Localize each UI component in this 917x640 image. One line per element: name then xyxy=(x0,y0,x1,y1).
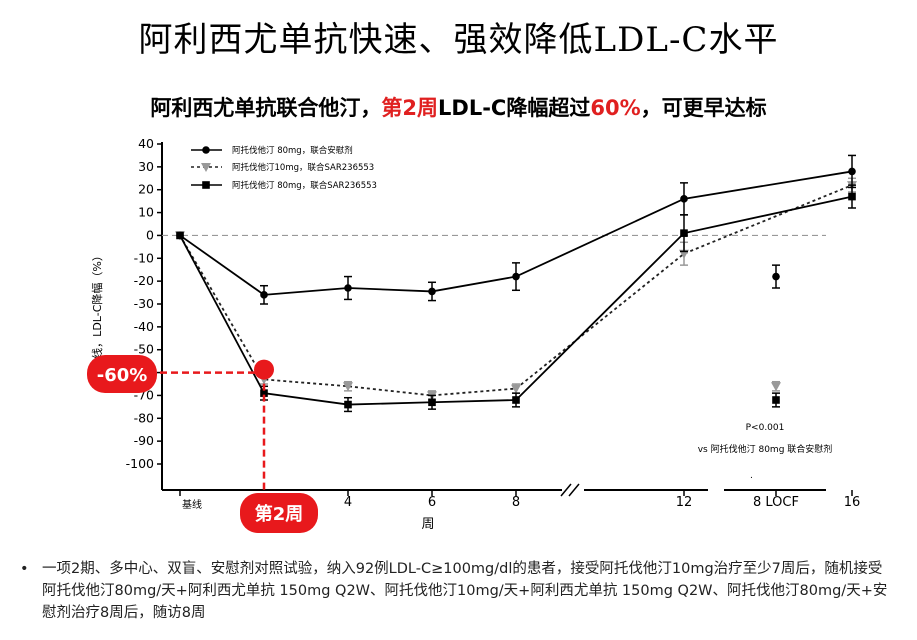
x-tick-label-locf: 8 LOCF xyxy=(753,495,799,510)
data-point-square xyxy=(512,396,520,404)
y-tick-label: -50 xyxy=(134,342,154,357)
page-title: 阿利西尤单抗快速、强效降低LDL-C水平 xyxy=(138,20,779,60)
data-point-circle xyxy=(680,195,688,203)
y-tick-label: -20 xyxy=(134,273,154,288)
data-point-square xyxy=(344,400,352,409)
data-point-square xyxy=(680,229,688,237)
axis-break-mark xyxy=(568,483,580,497)
x-tick-label: 16 xyxy=(844,495,861,510)
legend-marker-square xyxy=(202,181,210,189)
y-tick-label: -90 xyxy=(134,433,154,448)
y-axis-label: 基线，LDL-C降幅（%） xyxy=(90,250,104,370)
y-tick-label: -100 xyxy=(126,456,154,471)
subtitle-post: ，可更早达标 xyxy=(640,96,767,120)
locf-point-triangle xyxy=(771,382,781,392)
y-tick-label: 30 xyxy=(138,159,154,174)
legend-marker-circle xyxy=(202,146,210,154)
data-point-triangle xyxy=(511,384,521,394)
data-point-square xyxy=(428,398,436,407)
footnote: • 一项2期、多中心、双盲、安慰剂对照试验，纳入92例LDL-C≥100mg/d… xyxy=(20,558,890,624)
y-tick-label: -40 xyxy=(134,319,154,334)
y-tick-label: 40 xyxy=(138,136,154,151)
legend-label: 阿托伐他汀 80mg，联合SAR236553 xyxy=(232,180,377,191)
y-tick-label: 0 xyxy=(146,227,154,242)
subtitle-pre: 阿利西尤单抗联合他汀， xyxy=(150,96,382,120)
page-subtitle: 阿利西尤单抗联合他汀，第2周LDL-C降幅超过60%，可更早达标 xyxy=(0,92,917,122)
data-point-square xyxy=(848,192,856,201)
legend-marker-triangle xyxy=(201,163,211,172)
callout-week-label: 第2周 xyxy=(255,503,304,525)
y-tick-label: 20 xyxy=(138,182,154,197)
p-value-text: P<0.001 xyxy=(746,423,785,433)
data-point-circle xyxy=(344,284,352,292)
subtitle-highlight-week: 第2周 xyxy=(381,96,439,120)
p-value-reference: vs 阿托伐他汀 80mg 联合安慰剂 xyxy=(698,443,833,455)
subtitle-mid: LDL-C降幅超过 xyxy=(438,96,591,120)
axis-break-mark xyxy=(560,483,572,497)
callout-highlight-dot xyxy=(254,359,274,380)
data-point-circle xyxy=(428,287,436,296)
data-point-triangle xyxy=(343,382,353,392)
locf-point-circle xyxy=(772,272,780,281)
legend-label: 阿托伐他汀 80mg，联合安慰剂 xyxy=(232,145,353,156)
x-axis-label: 周 xyxy=(421,517,434,532)
series-line-2 xyxy=(179,195,853,406)
footnote-bullet: • xyxy=(20,561,29,577)
y-tick-label: 10 xyxy=(138,205,154,220)
callout-percent-badge xyxy=(87,355,157,393)
data-point-circle xyxy=(260,291,268,299)
x-tick-label: 基线 xyxy=(182,498,202,511)
legend-label: 阿托伐他汀10mg，联合SAR236553 xyxy=(232,162,374,173)
footnote-text: 一项2期、多中心、双盲、安慰剂对照试验，纳入92例LDL-C≥100mg/dl的… xyxy=(42,561,888,621)
x-tick-label: 4 xyxy=(344,495,352,510)
callout-percent-label: -60% xyxy=(97,365,148,386)
subtitle-highlight-percent: 60% xyxy=(590,96,641,120)
data-point-square xyxy=(260,389,268,397)
data-point-circle xyxy=(512,272,520,281)
locf-point-square xyxy=(772,396,780,404)
y-tick-label: -10 xyxy=(134,250,154,265)
y-tick-label: -80 xyxy=(134,410,154,425)
y-tick-label: -30 xyxy=(134,296,154,311)
x-tick-label: 8 xyxy=(512,495,520,510)
x-tick-label: 12 xyxy=(676,495,693,510)
stray-dot: . xyxy=(750,471,753,481)
data-point-circle xyxy=(848,167,856,176)
data-point-circle xyxy=(176,231,184,240)
callout-week-badge xyxy=(240,493,318,533)
x-tick-label: 6 xyxy=(428,495,436,510)
